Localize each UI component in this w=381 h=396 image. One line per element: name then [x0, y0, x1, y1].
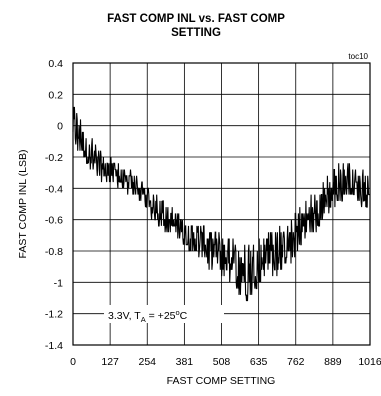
x-tick-labels: 0 127 254 381 508 635 762 889 1016 [70, 356, 381, 368]
chart-tag: toc10 [348, 52, 368, 61]
y-tick-label: 0 [57, 121, 63, 133]
annotation-bg [104, 305, 224, 323]
annotation-suffix: = +25 [146, 310, 176, 322]
y-tick-label: -0.8 [45, 246, 63, 258]
x-axis-label: FAST COMP SETTING [167, 375, 276, 387]
y-tick-label: -1.4 [45, 340, 63, 352]
y-tick-label: -1 [54, 277, 63, 289]
x-tick-label: 0 [70, 356, 76, 368]
data-layer [72, 106, 370, 302]
annotation-subscript: A [141, 315, 146, 324]
annotation-prefix: 3.3V, T [108, 310, 141, 322]
x-tick-label: 508 [213, 356, 231, 368]
annotation-tail: C [180, 310, 188, 322]
annotation-superscript: o [176, 308, 180, 317]
x-tick-label: 762 [287, 356, 305, 368]
series-line [72, 106, 370, 302]
chart-title-line1: FAST COMP INL vs. FAST COMP [107, 13, 285, 25]
y-tick-label: 0.4 [48, 58, 63, 70]
y-tick-label: -1.2 [45, 309, 63, 321]
x-tick-label: 254 [138, 356, 156, 368]
grid [73, 63, 370, 345]
x-tick-label: 381 [176, 356, 194, 368]
x-tick-label: 635 [250, 356, 268, 368]
x-tick-label: 1016 [358, 356, 381, 368]
chart-title-line2: SETTING [171, 27, 221, 39]
y-tick-label: -0.4 [45, 183, 63, 195]
y-tick-labels: 0.4 0.2 0 -0.2 -0.4 -0.6 -0.8 -1 -1.2 -1.4 [45, 58, 63, 352]
y-axis-label: FAST COMP INL (LSB) [17, 150, 29, 259]
x-tick-label: 127 [101, 356, 119, 368]
y-tick-label: -0.6 [45, 215, 63, 227]
y-tick-label: 0.2 [48, 89, 63, 101]
x-tick-label: 889 [324, 356, 342, 368]
plot-frame [72, 62, 371, 346]
annotation: 3.3V, TA = +25oC [108, 308, 188, 324]
y-tick-label: -0.2 [45, 152, 63, 164]
